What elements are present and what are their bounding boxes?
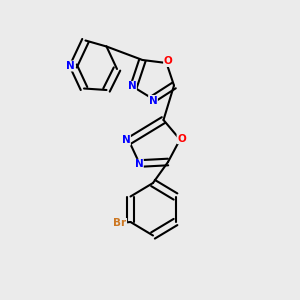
Text: N: N — [122, 135, 130, 145]
Text: Br: Br — [113, 218, 127, 229]
Text: N: N — [128, 81, 136, 92]
Text: N: N — [148, 95, 158, 106]
Text: O: O — [164, 56, 172, 67]
Text: O: O — [177, 134, 186, 144]
Text: N: N — [134, 159, 143, 170]
Text: N: N — [66, 61, 75, 71]
